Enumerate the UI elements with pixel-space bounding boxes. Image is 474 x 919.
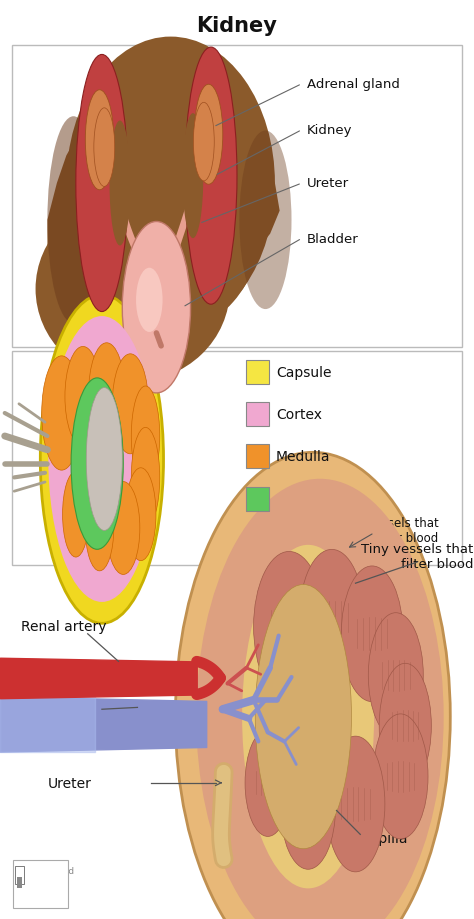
Ellipse shape [47,117,100,324]
Text: Tiny vessels that
filter blood: Tiny vessels that filter blood [339,516,438,544]
Ellipse shape [94,108,115,187]
Text: Capsule: Capsule [276,365,331,380]
Ellipse shape [193,103,214,182]
Ellipse shape [175,453,450,919]
Text: Bladder: Bladder [307,233,358,245]
Ellipse shape [254,551,325,702]
Ellipse shape [59,153,225,366]
Ellipse shape [281,744,336,869]
Ellipse shape [36,197,230,382]
Ellipse shape [42,357,82,471]
Ellipse shape [50,239,197,390]
Bar [15,866,24,884]
Ellipse shape [71,379,123,550]
Ellipse shape [379,664,431,789]
Bar [12,352,462,565]
Text: Cleveland: Cleveland [29,866,74,875]
Text: Ureter: Ureter [307,177,349,190]
Ellipse shape [185,48,237,305]
Bar [12,46,462,347]
Text: Ureter: Ureter [47,776,91,790]
Ellipse shape [112,355,148,454]
Text: Renal artery: Renal artery [21,619,107,634]
Bar [246,445,269,469]
Ellipse shape [341,566,403,702]
Ellipse shape [245,730,291,836]
Ellipse shape [40,295,164,624]
Ellipse shape [373,714,428,839]
Text: Papilla: Papilla [363,831,408,845]
Ellipse shape [85,91,114,190]
Ellipse shape [326,736,385,872]
Text: Adrenal gland: Adrenal gland [307,78,400,91]
Ellipse shape [182,114,203,239]
Ellipse shape [65,347,101,447]
Ellipse shape [131,387,160,486]
Bar [246,487,269,511]
Ellipse shape [131,428,160,528]
Text: Medulla: Medulla [276,449,330,464]
Ellipse shape [86,388,122,531]
Ellipse shape [239,131,292,310]
Bar [13,860,68,908]
Text: Renal vein: Renal vein [21,702,94,717]
Ellipse shape [136,268,163,333]
Ellipse shape [300,550,364,686]
Ellipse shape [48,317,155,602]
Ellipse shape [255,584,351,849]
Bar [246,403,269,426]
Polygon shape [47,130,280,335]
Bar [17,877,22,888]
Ellipse shape [126,469,156,561]
Text: Clinic: Clinic [29,876,54,885]
Text: Pelvis: Pelvis [276,492,315,506]
Text: Kidney: Kidney [307,124,352,137]
Ellipse shape [122,222,191,393]
Text: Tiny vessels that
filter blood: Tiny vessels that filter blood [361,542,473,570]
Ellipse shape [368,613,423,738]
Ellipse shape [194,85,223,185]
Ellipse shape [109,121,130,246]
Ellipse shape [63,471,89,558]
Text: Cortex: Cortex [276,407,322,422]
Ellipse shape [107,482,140,574]
Ellipse shape [59,105,263,336]
Bar [246,360,269,384]
Ellipse shape [89,344,125,443]
Text: ©2022: ©2022 [15,892,47,902]
Ellipse shape [76,55,128,312]
Text: Kidney: Kidney [197,16,277,36]
Ellipse shape [66,38,275,330]
Ellipse shape [196,479,444,919]
Ellipse shape [242,545,374,889]
Ellipse shape [85,485,114,572]
